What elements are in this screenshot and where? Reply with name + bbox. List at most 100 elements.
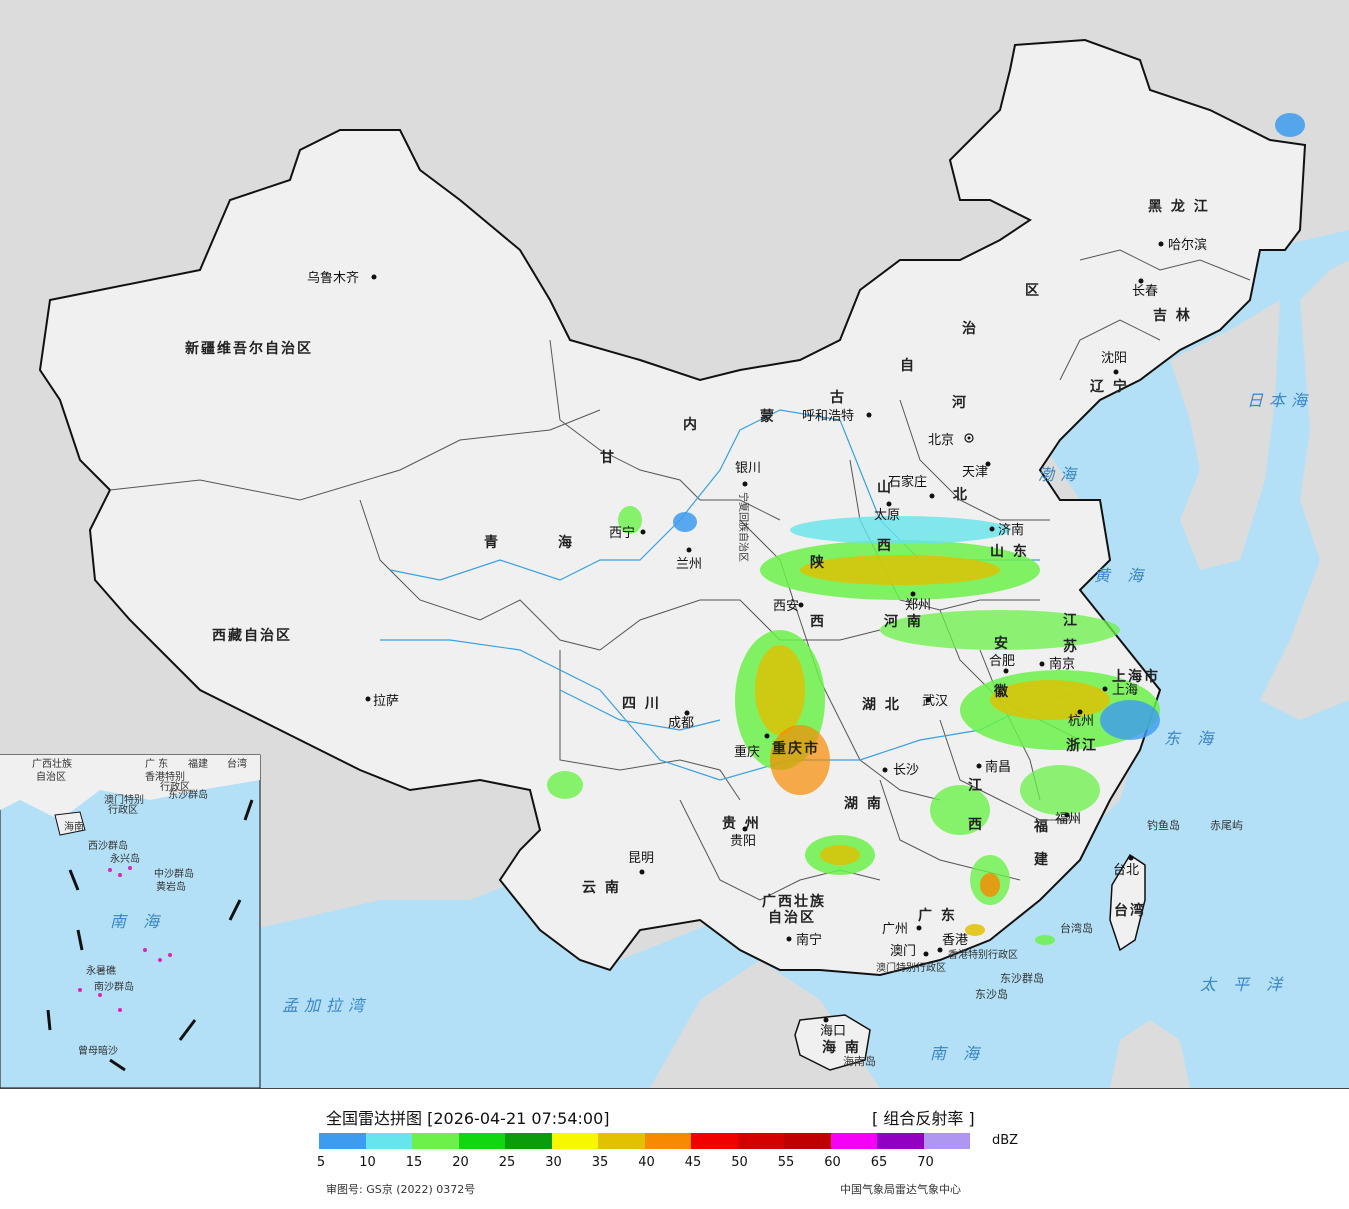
label-shanghai: 上海市 [1112, 668, 1160, 685]
legend-swatch [365, 1133, 412, 1149]
label-jilin: 吉 林 [1153, 307, 1192, 324]
label-anhui2: 徽 [993, 683, 1010, 700]
legend-swatch [923, 1133, 970, 1149]
label-xizang: 西藏自治区 [212, 627, 292, 644]
ocean-east [250, 230, 1349, 1088]
label-shanxi2: 西 [877, 538, 893, 554]
sea-mengjialawan: 孟加拉湾 [282, 996, 370, 1015]
city-hongkong: 香港 [942, 933, 968, 948]
china-mainland [38, 38, 1307, 977]
city-fuzhou: 福州 [1055, 812, 1081, 827]
legend-swatch [877, 1133, 924, 1149]
inset-yongshu: 永暑礁 [86, 964, 116, 977]
legend-swatch [644, 1133, 691, 1149]
legend-tick-label: 15 [405, 1155, 423, 1170]
legend-tick-label: 5 [316, 1155, 326, 1170]
inset-zengmu: 曾母暗沙 [78, 1044, 118, 1057]
label-hunan: 湖 南 [844, 795, 883, 812]
label-neimenggu2: 蒙 [760, 408, 776, 425]
radar-echoes [547, 113, 1305, 945]
city-shenyang: 沈阳 [1101, 351, 1127, 366]
label-fujian1: 福 [1033, 818, 1050, 835]
inset-hk2: 行政区 [160, 780, 190, 793]
map-title: 全国雷达拼图 [2026-04-21 07:54:00] [326, 1109, 610, 1128]
label-guangdong: 广 东 [918, 907, 957, 924]
island-hainan-dao: 海南岛 [843, 1054, 876, 1068]
inset-xisha: 西沙群岛 [88, 839, 128, 852]
label-neimenggu6: 区 [1025, 283, 1041, 299]
label-shanxi1: 山 [877, 480, 893, 496]
radar-mosaic-map: 新疆维吾尔自治区 西藏自治区 青 海 甘 内 蒙 古 自 治 区 黑 龙 江 吉… [0, 0, 1349, 1088]
city-guangzhou: 广州 [882, 922, 908, 937]
label-liaoning: 辽 宁 [1090, 378, 1129, 395]
color-scale-bar [319, 1133, 970, 1149]
inset-labels: 广西壮族 自治区 广 东 福建 台湾 香港特别 行政区 澳门特别 行政区 东沙群… [32, 757, 247, 1057]
island-dongsha: 东沙岛 [975, 987, 1008, 1001]
city-beijing: 北京 [928, 433, 954, 448]
inset-huangyan: 黄岩岛 [156, 880, 186, 893]
island-dongsha-qundao: 东沙群岛 [1000, 971, 1044, 985]
agency-name: 中国气象局雷达气象中心 [840, 1183, 961, 1196]
inset-macau: 澳门特别 [104, 793, 144, 806]
label-guangxi1: 广西壮族 [762, 893, 826, 910]
sea-huanghai: 黄 海 [1094, 566, 1149, 585]
japan-islands [1260, 260, 1349, 720]
province-labels: 新疆维吾尔自治区 西藏自治区 青 海 甘 内 蒙 古 自 治 区 黑 龙 江 吉… [185, 198, 1210, 1056]
label-sichuan: 四 川 [622, 696, 661, 712]
city-urumqi: 乌鲁木齐 [307, 270, 359, 286]
label-xinjiang: 新疆维吾尔自治区 [185, 340, 313, 357]
city-macau: 澳门 [890, 943, 916, 959]
legend-tick-label: 70 [917, 1155, 934, 1170]
label-shaanxi2: 西 [810, 614, 826, 630]
inset-taiwan: 台湾 [227, 757, 247, 770]
city-chongqing: 重庆 [734, 744, 760, 760]
legend-tick-label: 10 [359, 1155, 376, 1170]
hainan-island [794, 1014, 871, 1071]
legend-tick-label: 30 [545, 1155, 562, 1170]
label-shaanxi1: 陕 [810, 554, 826, 571]
label-yunnan: 云 南 [582, 879, 621, 896]
inset-fujian: 福建 [188, 757, 208, 770]
city-haikou: 海口 [820, 1024, 846, 1039]
city-nanchang: 南昌 [985, 759, 1011, 775]
label-heilongjiang: 黑 龙 江 [1148, 198, 1210, 215]
label-taiwan: 台湾 [1114, 902, 1146, 919]
unit-label: dBZ [992, 1133, 1019, 1148]
city-hefei: 合肥 [989, 654, 1015, 669]
label-hainan: 海 南 [822, 1039, 861, 1056]
label-neimenggu1: 内 [683, 416, 699, 433]
city-taipei: 台北 [1113, 863, 1139, 878]
label-ningxia: 宁夏回族自治区 [737, 492, 750, 562]
legend-tick-label: 55 [777, 1155, 795, 1170]
label-jiangsu1: 江 [1063, 612, 1079, 629]
inset-yongxing: 永兴岛 [110, 852, 140, 865]
legend-swatch [505, 1133, 552, 1149]
label-neimenggu3: 古 [830, 389, 846, 406]
city-nanjing: 南京 [1049, 656, 1075, 672]
product-name: [ 组合反射率 ] [872, 1109, 975, 1128]
label-gansu: 甘 [600, 449, 616, 466]
island-chiwei: 赤尾屿 [1210, 819, 1243, 832]
inset-zhongsha: 中沙群岛 [154, 867, 194, 880]
label-jiangsu2: 苏 [1063, 638, 1079, 655]
city-xian: 西安 [773, 599, 799, 614]
label-chongqing: 重庆市 [772, 740, 820, 757]
island-diaoyu: 钓鱼岛 [1147, 818, 1180, 832]
city-guiyang: 贵阳 [730, 834, 756, 849]
inset-hk: 香港特别 [145, 771, 185, 783]
city-changchun: 长春 [1132, 284, 1158, 299]
city-shanghai: 上海 [1112, 683, 1138, 698]
city-lanzhou: 兰州 [676, 557, 702, 572]
city-zhengzhou: 郑州 [905, 598, 931, 613]
label-shandong: 山 东 [990, 543, 1029, 560]
city-shijiazhuang: 石家庄 [888, 474, 927, 490]
city-xining: 西宁 [609, 525, 635, 541]
label-hebei1: 河 [952, 394, 968, 411]
south-china-sea-inset [0, 754, 261, 1088]
legend-swatch [691, 1133, 738, 1149]
city-chengdu: 成都 [668, 716, 694, 731]
island-labels: 钓鱼岛 赤尾屿 东沙群岛 东沙岛 海南岛 台湾岛 [843, 818, 1243, 1068]
inset-nansha: 南沙群岛 [94, 980, 134, 993]
city-jinan: 济南 [998, 522, 1024, 538]
city-changsha: 长沙 [893, 763, 919, 778]
